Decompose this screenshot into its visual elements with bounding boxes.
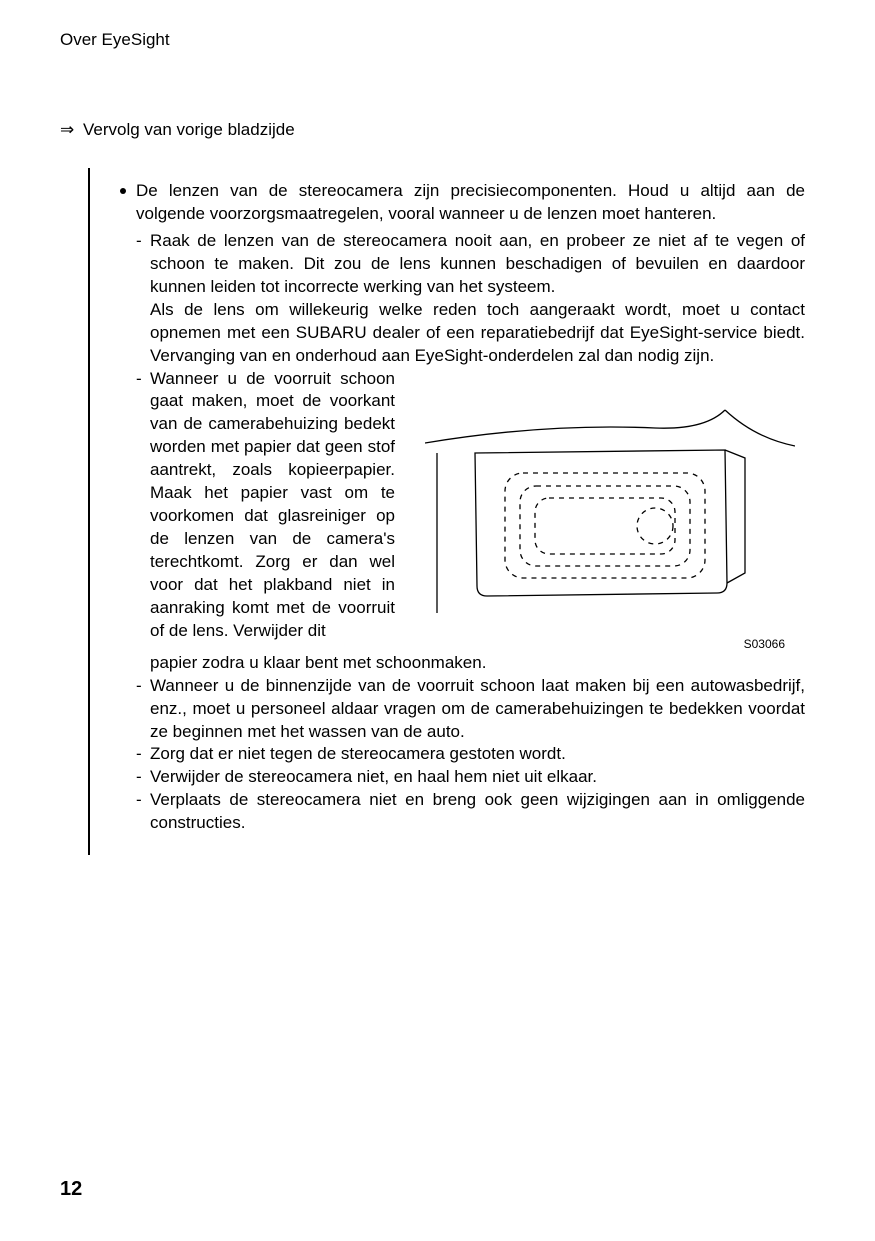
list-item-text: Verplaats de stereocamera niet en breng …: [150, 789, 805, 835]
dash-icon: -: [136, 766, 150, 789]
item1-part-a: Raak de lenzen van de stereocamera nooit…: [150, 231, 805, 296]
continuation-text: Vervolg van vorige bladzijde: [83, 120, 295, 139]
list-item-text: Raak de lenzen van de stereocamera nooit…: [150, 230, 805, 368]
bullet-intro-text: De lenzen van de stereocamera zijn preci…: [136, 180, 805, 226]
bullet-icon: [120, 188, 126, 194]
item2-left-text: Wanneer u de voorruit schoon gaat maken,…: [150, 368, 395, 643]
dash-icon: -: [136, 675, 150, 698]
page: Over EyeSight ⇒ Vervolg van vorige bladz…: [0, 0, 875, 1241]
bullet-intro: De lenzen van de stereocamera zijn preci…: [120, 180, 805, 226]
page-header: Over EyeSight: [60, 30, 815, 50]
dash-icon: -: [136, 743, 150, 766]
item2-tail-text: papier zodra u klaar bent met schoonmake…: [150, 652, 805, 675]
list-item-text: Zorg dat er niet tegen de stereocamera g…: [150, 743, 805, 766]
list-item: - Zorg dat er niet tegen de stereocamera…: [136, 743, 805, 766]
dash-icon: -: [136, 230, 150, 253]
list-item: - Wanneer u de voorruit schoon gaat make…: [136, 368, 805, 675]
camera-cover-illustration: [425, 398, 795, 628]
list-item-text: Verwijder de stereocamera niet, en haal …: [150, 766, 805, 789]
list-item: - Raak de lenzen van de stereocamera noo…: [136, 230, 805, 368]
dash-icon: -: [136, 368, 150, 391]
list-item-text: Wanneer u de binnenzijde van de voorruit…: [150, 675, 805, 744]
list-item: - Wanneer u de binnenzijde van de voorru…: [136, 675, 805, 744]
content-box: De lenzen van de stereocamera zijn preci…: [88, 168, 815, 855]
item1-part-b: Als de lens om willekeurig welke reden t…: [150, 300, 805, 365]
dash-icon: -: [136, 789, 150, 812]
illustration-caption: S03066: [415, 636, 805, 652]
arrow-icon: ⇒: [60, 120, 74, 140]
continuation-note: ⇒ Vervolg van vorige bladzijde: [60, 120, 815, 140]
list-item: - Verwijder de stereocamera niet, en haa…: [136, 766, 805, 789]
list-item: - Verplaats de stereocamera niet en bren…: [136, 789, 805, 835]
illustration-container: S03066: [415, 368, 805, 652]
page-number: 12: [60, 1178, 82, 1201]
